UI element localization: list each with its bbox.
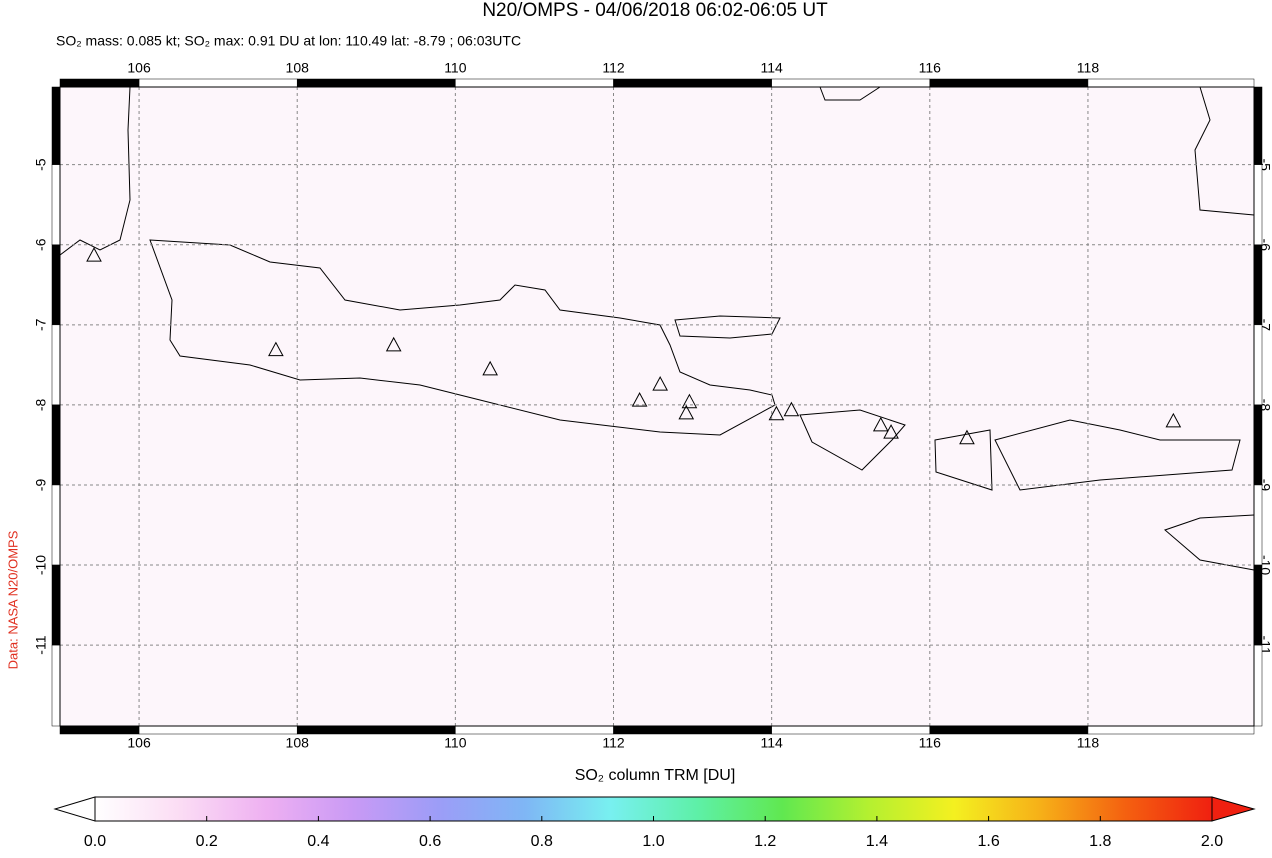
lat-tick-label: -8 xyxy=(33,398,49,411)
map-background xyxy=(60,87,1254,726)
colorbar-tick-label: 1.4 xyxy=(866,833,888,850)
frame-bar xyxy=(138,78,298,88)
colorbar-under xyxy=(53,796,96,822)
lon-tick-label: 116 xyxy=(919,60,942,76)
frame-bar xyxy=(929,78,1089,88)
lon-tick-label: 106 xyxy=(127,735,151,751)
lon-tick-label: 114 xyxy=(760,735,783,751)
lon-tick-label: 118 xyxy=(1077,60,1100,76)
frame-bar xyxy=(51,484,61,566)
coastlines xyxy=(59,86,1255,571)
colorbar-over xyxy=(1211,796,1256,822)
frame-bar xyxy=(59,78,140,88)
colorbar-tick-label: 0.4 xyxy=(307,833,329,850)
coastline xyxy=(1164,514,1255,571)
volcano xyxy=(872,416,889,432)
lon-tick-label: 112 xyxy=(602,735,625,751)
volcano xyxy=(268,341,284,357)
volcano xyxy=(681,393,698,409)
lon-tick-label: 110 xyxy=(444,60,467,76)
volcano xyxy=(783,401,800,417)
frame-bar xyxy=(1253,644,1263,727)
frame-bar xyxy=(51,164,61,245)
colorbar-tick-label: 0.0 xyxy=(84,833,106,850)
frame-bar xyxy=(1253,484,1263,566)
lat-tick-label: -9 xyxy=(33,479,49,492)
frame-bar xyxy=(613,725,772,735)
lat-tick-label: -10 xyxy=(33,555,49,575)
volcano xyxy=(768,405,785,421)
frame-bar xyxy=(51,86,61,165)
lon-tick-label: 118 xyxy=(1077,735,1100,751)
credit: Data: NASA N20/OMPS xyxy=(5,530,20,669)
frame-bar xyxy=(455,725,614,735)
colorbar-tick-label: 2.0 xyxy=(1201,833,1223,850)
coastline xyxy=(819,86,881,101)
frame-bar xyxy=(1253,164,1263,245)
frame-bar xyxy=(613,78,772,88)
lon-tick-label: 108 xyxy=(286,735,310,751)
frame-bar xyxy=(296,725,456,735)
lon-tick-label: 112 xyxy=(602,60,625,76)
lat-tick-label: -7 xyxy=(33,318,49,331)
coastline xyxy=(1194,86,1255,216)
lon-tick-label: 106 xyxy=(127,60,151,76)
volcano xyxy=(1165,412,1182,428)
lon-tick-label: 114 xyxy=(760,60,783,76)
frame-bar xyxy=(1253,86,1263,165)
map-frame xyxy=(59,86,1255,727)
colorbar-tick-label: 1.0 xyxy=(642,833,664,850)
volcano xyxy=(883,424,899,439)
frame-bar xyxy=(59,725,140,735)
frame-bar xyxy=(296,78,456,88)
frame-bar xyxy=(1087,78,1255,88)
frame-bar xyxy=(51,404,61,486)
volcano xyxy=(652,376,669,391)
lon-tick-label: 110 xyxy=(444,735,467,751)
frame-bar xyxy=(51,564,61,646)
lat-tick-label: -11 xyxy=(33,635,49,654)
colorbar-tick-label: 0.2 xyxy=(196,833,218,850)
volcano xyxy=(86,247,102,262)
frame-bar xyxy=(1253,324,1263,406)
lat-tick-label: -5 xyxy=(33,158,49,171)
frame-bar xyxy=(929,725,1089,735)
colorbar-label: SO₂ column TRM [DU] xyxy=(575,767,736,784)
lat-tick-label: -6 xyxy=(33,238,49,251)
frame-bar xyxy=(771,78,931,88)
colorbar-tick-label: 1.6 xyxy=(977,833,999,850)
colorbar-tick-label: 0.8 xyxy=(531,833,553,850)
volcano xyxy=(678,404,695,420)
colorbar-tick-label: 1.8 xyxy=(1089,833,1111,850)
lon-tick-label: 108 xyxy=(286,60,310,76)
frame-bar xyxy=(455,78,614,88)
frame-bar xyxy=(1253,404,1263,486)
colorbar-tick-label: 0.6 xyxy=(419,833,441,850)
volcano xyxy=(385,336,402,352)
coastline xyxy=(149,239,776,436)
frame-bar xyxy=(51,644,61,727)
volcano xyxy=(959,429,975,445)
colorbar-tick-label: 1.2 xyxy=(754,833,776,850)
frame-bar xyxy=(51,324,61,406)
frame-bar xyxy=(1253,244,1263,326)
frame-bar xyxy=(1253,564,1263,646)
frame-bar xyxy=(771,725,931,735)
volcano xyxy=(631,392,648,407)
coastline xyxy=(994,419,1241,491)
volcano xyxy=(482,360,498,376)
coastline xyxy=(59,86,131,256)
frame-bar xyxy=(138,725,298,735)
coastline xyxy=(799,409,906,471)
frame-bar xyxy=(1087,725,1255,735)
frame-bar xyxy=(51,244,61,326)
title: N20/OMPS - 04/06/2018 06:02-06:05 UT xyxy=(482,0,828,21)
lon-tick-label: 116 xyxy=(919,735,942,751)
subtitle: SO₂ mass: 0.085 kt; SO₂ max: 0.91 DU at … xyxy=(56,33,521,49)
coastline xyxy=(934,429,993,491)
